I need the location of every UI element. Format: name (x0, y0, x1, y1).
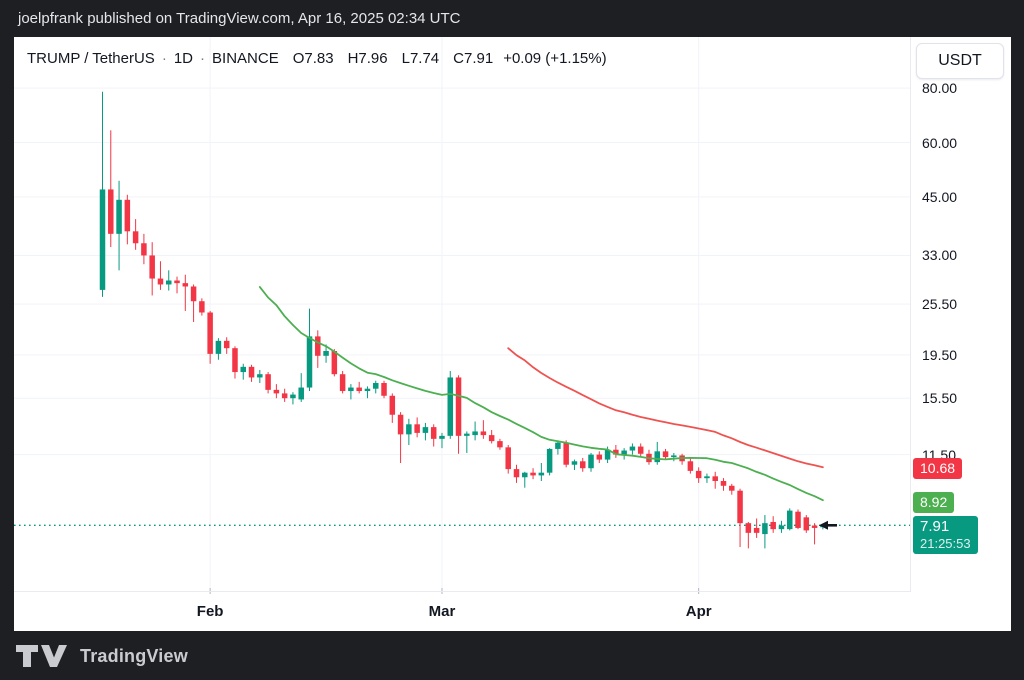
legend-separator: · (200, 50, 206, 67)
price-tick-label: 25.50 (922, 296, 958, 313)
close-value: C7.91 (453, 50, 494, 67)
change-value: +0.09 (+1.15%) (503, 50, 607, 67)
high-value: H7.96 (347, 50, 388, 67)
last-price-arrow-tail (828, 523, 837, 527)
candlestick-series (99, 91, 826, 549)
ma50-price-value: 10.68 (920, 460, 956, 477)
time-axis-label-feb: Feb (196, 603, 224, 620)
bar-close-countdown: 21:25:53 (920, 535, 971, 551)
time-axis-separator (14, 591, 910, 592)
symbol-name: TRUMP / TetherUS (27, 50, 155, 67)
sma50-line (507, 347, 824, 469)
attribution-bar: joelpfrank published on TradingView.com,… (0, 0, 1024, 37)
time-axis-label-mar: Mar (428, 603, 456, 620)
price-tick-label: 80.00 (922, 80, 958, 97)
last-price-badge: 7.91 21:25:53 (913, 515, 978, 554)
tradingview-logo-icon[interactable] (16, 645, 70, 667)
attribution-text: joelpfrank published on TradingView.com,… (18, 10, 461, 27)
exchange-name: BINANCE (212, 50, 279, 67)
price-axis-separator (910, 37, 911, 592)
open-value: O7.83 (292, 50, 334, 67)
price-tick-label: 15.50 (922, 390, 958, 407)
currency-toggle-button[interactable]: USDT (916, 43, 1004, 79)
time-axis[interactable]: Feb Mar Apr (14, 592, 910, 631)
price-tick-label: 60.00 (922, 134, 958, 151)
ma20-price-value: 8.92 (920, 494, 948, 511)
low-value: L7.74 (401, 50, 440, 67)
symbol-legend[interactable]: TRUMP / TetherUS · 1D · BINANCE O7.83 H7… (27, 50, 607, 67)
legend-separator: · (161, 50, 167, 67)
footer: TradingView (16, 641, 188, 671)
price-tick-label: 33.00 (922, 247, 958, 264)
price-axis[interactable]: 10.68 8.92 7.91 21:25:53 80.00 60.00 45.00… (910, 37, 1011, 591)
grid-lines (14, 37, 910, 594)
ma50-price-badge: 10.68 (913, 458, 963, 480)
price-tick-label: 45.00 (922, 188, 958, 205)
price-tick-label: 19.50 (922, 346, 958, 363)
last-price-arrow-icon (819, 520, 828, 530)
time-axis-label-apr: Apr (685, 603, 712, 620)
ma20-price-badge: 8.92 (913, 492, 955, 514)
last-price-value: 7.91 (920, 517, 950, 535)
currency-toggle-label: USDT (938, 52, 982, 69)
interval-value: 1D (173, 50, 194, 67)
sma20-line (258, 286, 824, 502)
tradingview-brand-text[interactable]: TradingView (80, 645, 188, 666)
chart-surface (14, 37, 1011, 631)
